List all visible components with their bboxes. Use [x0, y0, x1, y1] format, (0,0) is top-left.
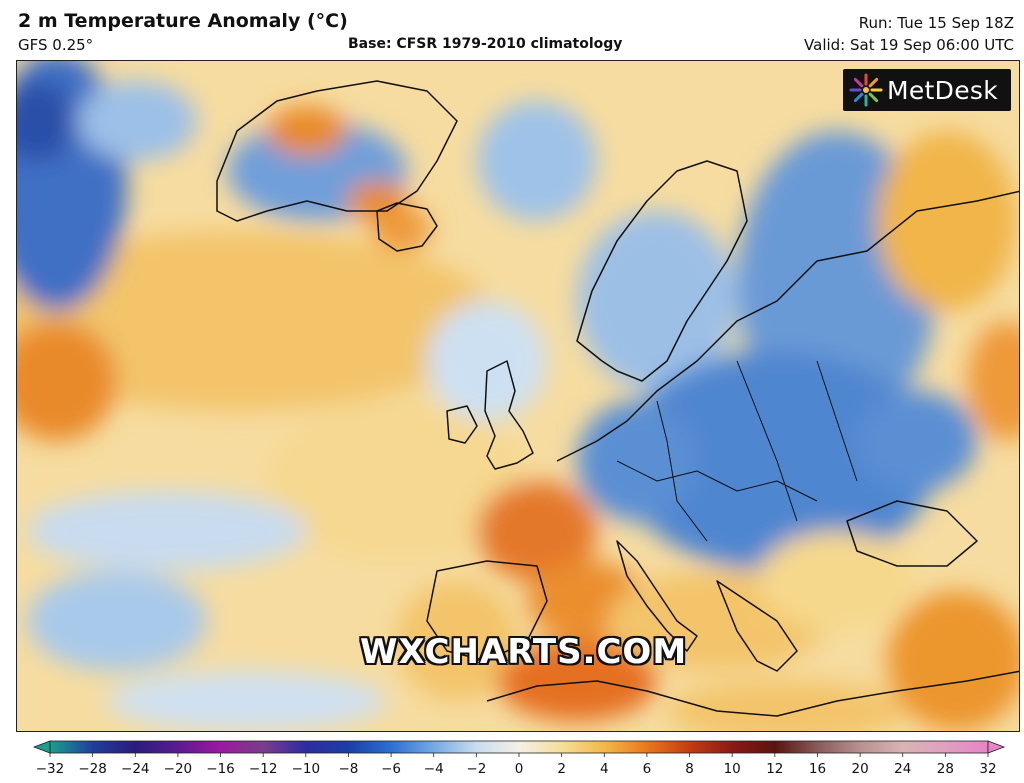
metdesk-logo: MetDesk [843, 69, 1011, 111]
colorbar-tick-label: 32 [979, 761, 996, 777]
temperature-anomaly-map: MetDesk [16, 60, 1020, 732]
anomaly-shading [17, 61, 1019, 731]
colorbar-tick-label: 8 [685, 761, 694, 777]
colorbar: −32 −28 −24 −20 −16 −12 −10 −8 −6 −4 −2 0 2 4 6 8 10 12 16… [32, 740, 1006, 777]
model-label: GFS 0.25° [18, 36, 94, 54]
colorbar-tick-label: −4 [424, 761, 444, 777]
colorbar-tick-label: 28 [937, 761, 954, 777]
colorbar-segments [32, 740, 1006, 754]
coastlines [216, 80, 1019, 717]
chart-title: 2 m Temperature Anomaly (°C) [18, 10, 348, 32]
colorbar-tick-label: −28 [78, 761, 107, 777]
anomaly-field [17, 61, 1019, 731]
colorbar-tick-label: −6 [381, 761, 401, 777]
base-climatology-label: Base: CFSR 1979-2010 climatology [348, 36, 623, 52]
colorbar-tick-label: 16 [809, 761, 826, 777]
metdesk-logo-text: MetDesk [887, 75, 998, 105]
colorbar-tick-label: 20 [851, 761, 868, 777]
colorbar-tick-label: 4 [600, 761, 609, 777]
colorbar-tick-label: −32 [36, 761, 65, 777]
colorbar-tick-label: 6 [643, 761, 652, 777]
colorbar-ticks: −32 −28 −24 −20 −16 −12 −10 −8 −6 −4 −2 0 2 4 6 8 10 12 16… [36, 753, 997, 777]
colorbar-tick-label: 10 [724, 761, 741, 777]
colorbar-tick-label: −8 [339, 761, 359, 777]
colorbar-gradient [49, 740, 989, 754]
colorbar-tick-label: −20 [164, 761, 193, 777]
colorbar-max-arrow [987, 740, 1006, 754]
colorbar-tick-label: 12 [766, 761, 783, 777]
wxcharts-watermark: WXCHARTS.COM [360, 632, 688, 672]
colorbar-tick-label: −24 [121, 761, 150, 777]
metdesk-logo-icon [849, 73, 883, 107]
colorbar-tick-label: 2 [557, 761, 566, 777]
colorbar-tick-label: −10 [292, 761, 321, 777]
colorbar-tick-label: −16 [206, 761, 235, 777]
colorbar-min-arrow [32, 740, 51, 754]
colorbar-tick-label: −12 [249, 761, 278, 777]
colorbar-tick-label: 0 [515, 761, 524, 777]
colorbar-tick-label: 24 [894, 761, 911, 777]
colorbar-tick-label: −2 [466, 761, 486, 777]
run-time-label: Run: Tue 15 Sep 18Z [858, 14, 1014, 32]
valid-time-label: Valid: Sat 19 Sep 06:00 UTC [804, 36, 1014, 54]
